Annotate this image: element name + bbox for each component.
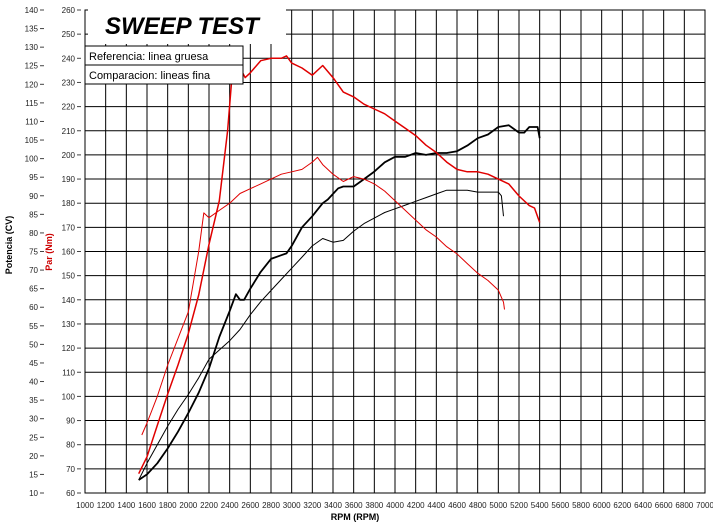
series-lines — [138, 55, 541, 481]
x-tick-label: 6800 — [675, 501, 693, 510]
torque-tick-label: 160 — [62, 248, 76, 257]
x-tick-labels: 1000 1200 1400 1600 1800 2000 2200 2400 2600 2800… — [76, 501, 713, 510]
x-tick-label: 4600 — [448, 501, 466, 510]
torque-tick-label: 130 — [62, 320, 76, 329]
x-tick-label: 3400 — [324, 501, 342, 510]
x-tick-label: 3600 — [345, 501, 363, 510]
x-tick-label: 2800 — [262, 501, 280, 510]
x-tick-label: 3800 — [365, 501, 383, 510]
torque-axis-title: Par (Nm) — [44, 233, 54, 271]
power-tick-label: 70 — [29, 266, 38, 275]
torque-tick-labels: 260 250 240 230 220 210 200 190 180 170 160 150 140 1… — [62, 6, 81, 498]
power-tick-label: 115 — [25, 99, 38, 108]
torque-tick-label: 220 — [62, 103, 76, 112]
series-line-power-thick — [138, 124, 541, 481]
x-tick-label: 1400 — [117, 501, 135, 510]
series-line-torque-thin — [141, 156, 505, 436]
torque-tick-label: 250 — [62, 30, 76, 39]
x-tick-label: 2400 — [221, 501, 239, 510]
power-tick-label: 105 — [25, 136, 39, 145]
torque-tick-label: 190 — [62, 175, 76, 184]
power-tick-label: 45 — [29, 359, 38, 368]
x-tick-label: 1600 — [138, 501, 156, 510]
x-tick-label: 5800 — [572, 501, 590, 510]
torque-tick-label: 70 — [66, 465, 75, 474]
x-tick-label: 6000 — [593, 501, 611, 510]
grid — [84, 9, 706, 494]
power-tick-label: 10 — [29, 489, 38, 498]
series-line-power-thin — [138, 189, 504, 481]
torque-tick-label: 150 — [62, 272, 76, 281]
power-tick-label: 85 — [29, 210, 38, 219]
x-tick-label: 3200 — [303, 501, 321, 510]
x-tick-label: 6600 — [655, 501, 673, 510]
power-tick-label: 120 — [25, 80, 39, 89]
x-tick-label: 7000 — [696, 501, 713, 510]
power-tick-label: 130 — [25, 43, 39, 52]
x-tick-label: 5600 — [551, 501, 569, 510]
x-tick-label: 3000 — [283, 501, 301, 510]
x-tick-label: 2200 — [200, 501, 218, 510]
x-tick-label: 1800 — [159, 501, 177, 510]
torque-tick-label: 120 — [62, 344, 76, 353]
power-tick-label: 60 — [29, 303, 38, 312]
x-axis-title: RPM (RPM) — [331, 512, 380, 522]
power-tick-label: 80 — [29, 229, 38, 238]
x-tick-label: 4800 — [469, 501, 487, 510]
x-tick-label: 6400 — [634, 501, 652, 510]
power-tick-label: 125 — [25, 62, 39, 71]
power-tick-label: 55 — [29, 322, 38, 331]
power-tick-label: 25 — [29, 433, 38, 442]
power-tick-label: 65 — [29, 285, 38, 294]
power-tick-label: 100 — [25, 155, 39, 164]
x-tick-label: 1200 — [97, 501, 115, 510]
x-tick-label: 6200 — [613, 501, 631, 510]
power-tick-label: 50 — [29, 340, 38, 349]
torque-tick-label: 60 — [66, 489, 75, 498]
power-tick-label: 95 — [29, 173, 38, 182]
torque-tick-label: 200 — [62, 151, 76, 160]
title-box — [88, 9, 286, 44]
power-tick-label: 20 — [29, 452, 38, 461]
legend-entry-comparison: Comparacion: lineas fina — [89, 70, 211, 82]
torque-tick-label: 240 — [62, 54, 76, 63]
torque-tick-label: 170 — [62, 223, 76, 232]
series-line-torque-thick — [138, 55, 541, 475]
torque-tick-label: 110 — [62, 368, 75, 377]
torque-tick-label: 80 — [66, 441, 75, 450]
torque-tick-label: 230 — [62, 78, 76, 87]
x-tick-label: 4400 — [427, 501, 445, 510]
torque-tick-label: 260 — [62, 6, 76, 15]
power-tick-label: 40 — [29, 378, 38, 387]
x-tick-label: 2600 — [241, 501, 259, 510]
torque-tick-label: 140 — [62, 296, 76, 305]
torque-tick-label: 100 — [62, 392, 76, 401]
x-tick-label: 5000 — [489, 501, 507, 510]
power-tick-label: 140 — [25, 6, 39, 15]
chart-title: SWEEP TEST — [105, 13, 261, 40]
power-tick-label: 30 — [29, 415, 38, 424]
x-tick-label: 4200 — [407, 501, 425, 510]
power-tick-label: 35 — [29, 396, 38, 405]
torque-tick-label: 180 — [62, 199, 76, 208]
torque-tick-label: 90 — [66, 417, 75, 426]
x-tick-label: 5200 — [510, 501, 528, 510]
power-tick-label: 110 — [25, 117, 38, 126]
power-tick-label: 90 — [29, 192, 38, 201]
x-tick-label: 1000 — [76, 501, 94, 510]
power-tick-label: 135 — [25, 25, 39, 34]
legend-entry-reference: Referencia: linea gruesa — [89, 51, 209, 63]
x-tick-label: 4000 — [386, 501, 404, 510]
power-tick-label: 75 — [29, 248, 38, 257]
power-axis-title: Potencia (CV) — [4, 216, 14, 275]
power-tick-labels: 140 135 130 125 120 115 110 105 100 95 90 85 80 75 70 6… — [25, 6, 44, 498]
torque-tick-label: 210 — [62, 127, 76, 136]
x-tick-label: 2000 — [179, 501, 197, 510]
power-tick-label: 15 — [29, 470, 38, 479]
x-tick-label: 5400 — [531, 501, 549, 510]
